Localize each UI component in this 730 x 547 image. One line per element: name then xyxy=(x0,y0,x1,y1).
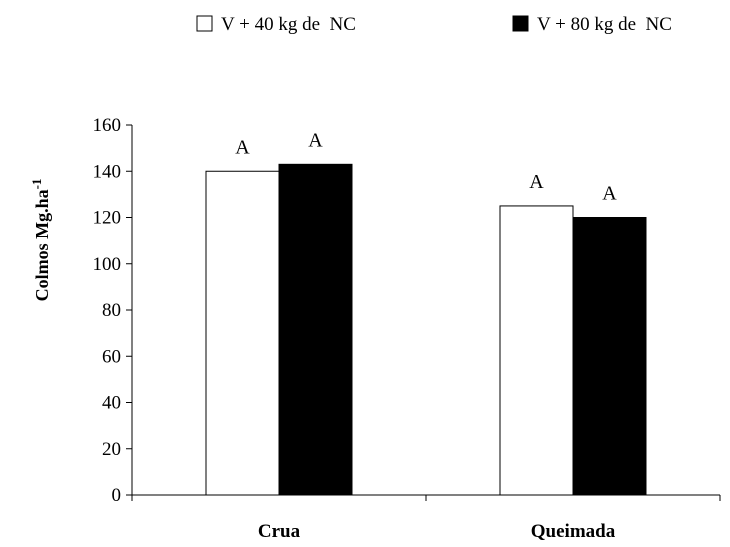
y-axis-title-main: Colmos Mg.ha xyxy=(32,189,52,301)
data-label: A xyxy=(529,171,544,193)
bar-v40-queimada xyxy=(499,205,574,496)
y-tick-label: 80 xyxy=(102,300,121,321)
y-tick-label: 120 xyxy=(93,208,122,229)
y-tick-label: 0 xyxy=(112,485,122,506)
bar-v80-crua xyxy=(278,163,353,496)
y-tick-label: 140 xyxy=(93,161,122,182)
y-axis-title: Colmos Mg.ha-1 xyxy=(29,179,52,302)
data-label: A xyxy=(308,129,323,151)
y-tick-label: 160 xyxy=(93,115,122,136)
data-labels: A A A A xyxy=(235,129,617,204)
legend-label: V + 40 kg de NC xyxy=(221,14,356,35)
data-label: A xyxy=(235,136,250,158)
legend-swatch xyxy=(512,15,529,32)
legend-label: V + 80 kg de NC xyxy=(537,14,672,35)
category-label-crua: Crua xyxy=(258,521,301,542)
legend-swatch xyxy=(196,15,213,32)
legend: V + 40 kg de NC V + 80 kg de NC xyxy=(196,14,672,35)
category-label-queimada: Queimada xyxy=(531,521,616,542)
y-tick-label: 100 xyxy=(93,254,122,275)
y-axis: 0 20 40 60 80 100 120 140 160 xyxy=(93,115,133,506)
y-tick-label: 20 xyxy=(102,439,121,460)
x-axis: Crua Queimada xyxy=(131,494,721,542)
y-axis-title-superscript: -1 xyxy=(29,179,44,190)
y-tick-label: 40 xyxy=(102,393,121,414)
bar-v40-crua xyxy=(205,170,280,496)
bar-v80-queimada xyxy=(572,217,647,496)
data-label: A xyxy=(602,183,617,205)
bars xyxy=(205,163,647,496)
y-tick-label: 60 xyxy=(102,346,121,367)
